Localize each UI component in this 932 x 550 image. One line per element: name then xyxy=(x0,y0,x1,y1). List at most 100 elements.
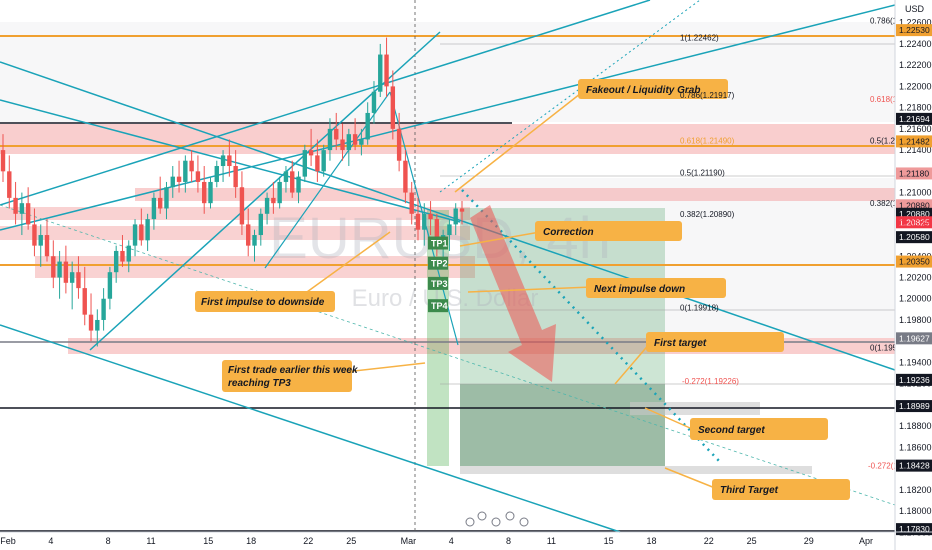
candle-body-2 xyxy=(13,197,18,214)
time-tick-6: 22 xyxy=(303,536,313,546)
candle-body-71 xyxy=(447,224,452,236)
callout-next-impulse: Next impulse down xyxy=(586,278,726,298)
price-tick-4: 1.21800 xyxy=(899,103,932,113)
candle-body-33 xyxy=(208,181,213,204)
price-tick-19: 1.18800 xyxy=(899,421,932,431)
candle-body-47 xyxy=(296,176,301,193)
price-tick-6: 1.21400 xyxy=(899,145,932,155)
time-tick-1: 4 xyxy=(48,536,53,546)
candle-body-29 xyxy=(183,160,188,182)
candle-body-35 xyxy=(220,155,226,167)
candle-body-3 xyxy=(19,203,25,214)
candle-body-62 xyxy=(390,86,396,129)
supply-zone xyxy=(0,207,470,220)
candle-body-27 xyxy=(170,176,175,188)
price-tag-2: 1.21482 xyxy=(896,135,932,148)
fib-label-10: 0(1.1950... xyxy=(870,344,908,353)
take-profit-labels: TP1 TP2 TP3 TP4 xyxy=(428,236,448,313)
time-tick-15: 25 xyxy=(747,536,757,546)
time-tick-16: 29 xyxy=(804,536,814,546)
resistance-zone-upper xyxy=(0,124,895,154)
event-markers xyxy=(465,511,529,527)
candle-body-28 xyxy=(176,176,182,182)
tp-text-3: TP3 xyxy=(431,279,448,289)
price-tag-label-13: 1.17830 xyxy=(899,524,930,534)
currency-label: USD xyxy=(905,4,925,14)
grey-fib-box xyxy=(0,22,895,122)
time-tick-9: 4 xyxy=(449,536,454,546)
price-tag-8: 1.20350 xyxy=(896,255,932,268)
candle-body-31 xyxy=(195,171,201,182)
price-tag-10: 1.19236 xyxy=(896,373,932,386)
callout-third-target: Third Target xyxy=(712,479,850,500)
candle-body-69 xyxy=(434,219,440,246)
candle-body-24 xyxy=(151,197,157,220)
tp-label-3: TP3 xyxy=(428,276,448,290)
price-tag-0: 1.22530 xyxy=(896,24,932,37)
candle-body-25 xyxy=(157,197,163,209)
price-tick-5: 1.21600 xyxy=(899,124,932,134)
price-tag-label-10: 1.19236 xyxy=(899,375,930,385)
price-tag-label-5: 1.20880 xyxy=(899,209,930,219)
candle-body-46 xyxy=(290,171,295,193)
price-tick-13: 1.20000 xyxy=(899,294,932,304)
price-tick-20: 1.18600 xyxy=(899,442,932,452)
callout-first-trade-line1: First trade earlier this week xyxy=(228,365,358,376)
price-tick-0: 1.22600 xyxy=(899,18,932,28)
candle-body-39 xyxy=(246,224,251,246)
fib-label-0: 0.786(1.2... xyxy=(870,17,910,26)
candle-body-72 xyxy=(453,208,458,225)
candle-body-34 xyxy=(214,166,219,182)
tp-bg-2 xyxy=(428,256,448,270)
projection-arrow xyxy=(470,205,556,382)
price-tag-6: 1.20825 xyxy=(896,216,932,229)
price-tag-3: 1.21180 xyxy=(896,167,932,180)
time-tick-2: 8 xyxy=(106,536,111,546)
price-tag-label-7: 1.20580 xyxy=(899,232,930,242)
callouts: Fakeout / Liquidity Grab Correction Next… xyxy=(195,79,850,500)
price-tag-bg-12 xyxy=(896,459,932,472)
candle-body-58 xyxy=(365,112,370,140)
third-target-box xyxy=(460,466,812,474)
candle-body-11 xyxy=(69,272,75,283)
callout-first-impulse-text: First impulse to downside xyxy=(201,297,325,308)
rising-channel-line xyxy=(0,4,896,231)
candle-body-57 xyxy=(359,139,364,145)
price-tag-bg-0 xyxy=(896,24,932,37)
candle-body-7 xyxy=(44,235,50,257)
dotted-projection-upper xyxy=(439,0,701,193)
callout-first-trade: First trade earlier this week reaching T… xyxy=(222,360,358,392)
time-axis: Feb 4 8 11 15 18 22 25 Mar 4 8 11 15 18 22 25 29 Apr xyxy=(0,536,873,546)
price-tick-8: 1.21000 xyxy=(899,188,932,198)
fib-label-7: 0.382(1.2... xyxy=(870,199,910,208)
chart-zones xyxy=(0,22,895,474)
time-tick-13: 18 xyxy=(646,536,656,546)
falling-line-a xyxy=(0,61,896,371)
tp-label-2: TP2 xyxy=(428,256,448,270)
price-tag-label-1: 1.21694 xyxy=(899,114,930,124)
demand-zone-low xyxy=(35,256,475,278)
candle-body-23 xyxy=(145,219,150,241)
price-tag-11: 1.18989 xyxy=(896,400,932,413)
tp-text-4: TP4 xyxy=(431,301,448,311)
price-axis-bg xyxy=(895,0,932,550)
price-tag-bg-1 xyxy=(896,112,932,125)
price-tick-3: 1.22000 xyxy=(899,81,932,91)
candle-body-14 xyxy=(88,314,94,331)
callout-correction-text: Correction xyxy=(543,227,594,238)
time-tick-4: 15 xyxy=(203,536,213,546)
candle-body-9 xyxy=(57,261,62,278)
candle-body-59 xyxy=(371,91,377,113)
fib-label-9: 0(1.19918) xyxy=(680,303,719,312)
callout-next-impulse-text: Next impulse down xyxy=(594,284,685,295)
fib-label-4: 0.618(1.21490) xyxy=(680,137,735,146)
price-tick-12: 1.20200 xyxy=(899,273,932,283)
candle-body-65 xyxy=(409,192,414,214)
callout-fakeout: Fakeout / Liquidity Grab xyxy=(578,79,728,99)
price-tag-label-0: 1.22530 xyxy=(899,25,930,35)
candle-body-19 xyxy=(120,250,125,262)
candle-body-12 xyxy=(76,272,81,289)
upper-channel-line xyxy=(0,0,651,206)
tp-label-1: TP1 xyxy=(428,236,448,250)
